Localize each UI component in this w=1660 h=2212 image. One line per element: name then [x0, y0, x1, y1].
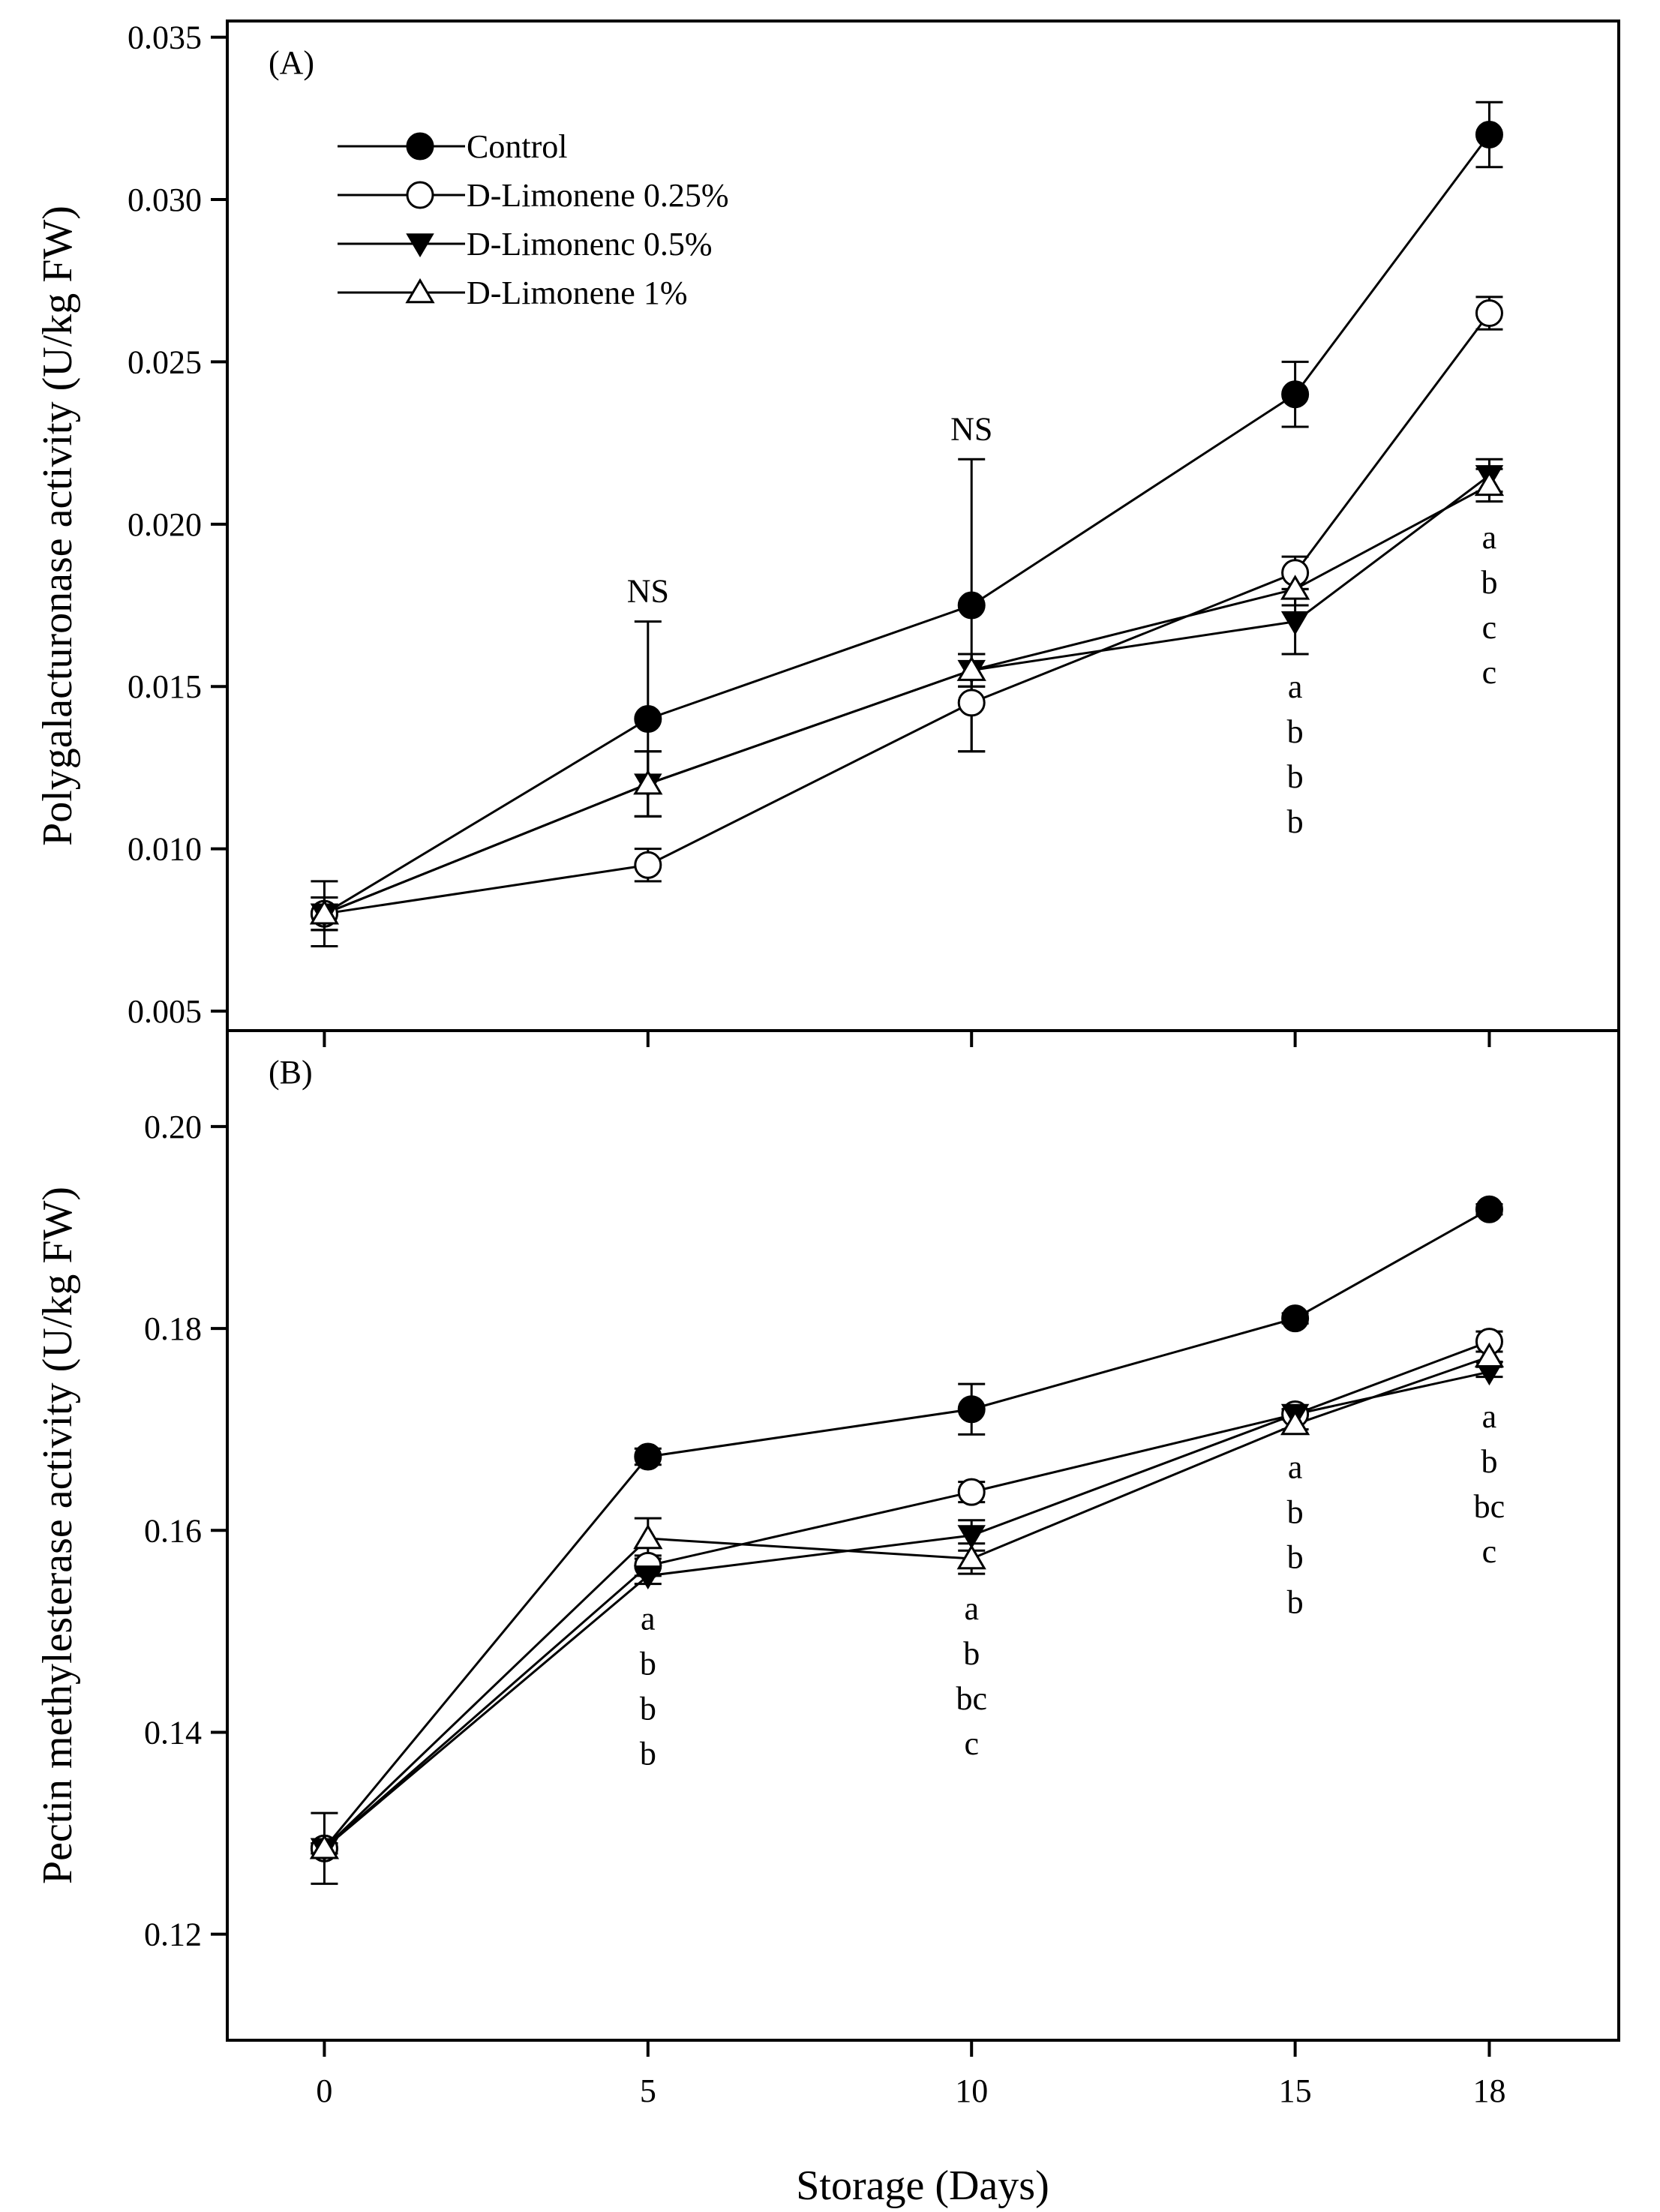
- panel-a-significance-label: a: [1482, 519, 1497, 556]
- panel-a-data-point: [634, 851, 662, 879]
- panel-b-significance-label: a: [964, 1590, 979, 1627]
- panel-a-data-point: [956, 656, 986, 681]
- panel-b-data-point: [634, 1565, 662, 1589]
- panel-b-y-tick-label: 0.12: [144, 1916, 202, 1953]
- panel-b-significance-label: c: [1482, 1533, 1497, 1570]
- panel-a-y-tick-label: 0.005: [128, 993, 202, 1030]
- panel-a-y-tick-label: 0.015: [128, 668, 202, 705]
- panel-a-significance-label: NS: [627, 573, 669, 610]
- legend-label: Control: [467, 128, 567, 165]
- panel-a-data-point: [1475, 299, 1503, 328]
- panel-b-x-tick-label: 15: [1279, 2072, 1312, 2109]
- panel-b-series-line-3: [323, 1355, 1490, 1850]
- panel-b-significance-label: a: [1288, 1448, 1303, 1485]
- panel-b-data-point: [634, 1442, 662, 1471]
- legend: Control D-Limonene 0.25% D-Limonenc 0.5% D-…: [338, 128, 728, 311]
- panel-a-data-point: [633, 769, 663, 795]
- panel-b-data-point: [957, 1478, 986, 1506]
- panel-a-data-point: [1281, 380, 1310, 409]
- panel-a-significance-label: b: [1287, 803, 1304, 840]
- panel-a-data-point: [634, 705, 662, 734]
- panel-a-y-tick-label: 0.035: [128, 20, 202, 56]
- panel-a-y-tick-label: 0.010: [128, 831, 202, 868]
- panel-a-y-tick-label: 0.030: [128, 182, 202, 218]
- error-bars-layer: [311, 101, 1503, 1885]
- panel-b-data-point: [956, 1544, 986, 1570]
- panel-b-significance-label: b: [1481, 1443, 1497, 1480]
- panel-a-significance-label: NS: [950, 410, 992, 447]
- panel-b-data-point: [1280, 1409, 1310, 1436]
- panel-a-y-axis-title: Polygalacturonase activity (U/kg FW): [35, 206, 81, 846]
- panel-a-significance-label: c: [1482, 609, 1497, 646]
- panel-b-significance-label: b: [640, 1735, 656, 1772]
- panel-a-data-point: [1474, 470, 1505, 497]
- panel-b-y-axis-title: Pectin methylesterase activity (U/kg FW): [35, 1187, 81, 1884]
- panel-a-data-point: [309, 899, 340, 925]
- panel-a-data-point: [1280, 611, 1310, 635]
- panel-b-significance-label: b: [963, 1635, 980, 1672]
- panel-b-series-line-2: [323, 1370, 1490, 1850]
- panel-b-y-tick-label: 0.20: [144, 1109, 202, 1145]
- legend-label: D-Limonene 0.25%: [467, 177, 728, 214]
- panel-b-data-point: [1474, 1342, 1505, 1368]
- x-axis-title: Storage (Days): [796, 2162, 1049, 2208]
- series-lines-layer: [323, 134, 1490, 1850]
- panel-a-data-point: [1280, 575, 1310, 600]
- panel-b-significance-label: a: [1482, 1398, 1497, 1435]
- legend-marker: [406, 233, 434, 258]
- panel-b-data-point: [309, 1834, 340, 1859]
- panel-a-significance-label: a: [1288, 668, 1303, 705]
- panel-b-significance-label: b: [1287, 1538, 1304, 1575]
- panel-b-x-tick-label: 18: [1472, 2072, 1505, 2109]
- panel-b-significance-label: b: [640, 1645, 656, 1682]
- panel-a-series-line-3: [323, 484, 1490, 915]
- panel-b-data-point: [1281, 1304, 1310, 1333]
- panel-a-frame: [226, 20, 1620, 1032]
- panel-b-significance-label: b: [1287, 1493, 1304, 1530]
- axes-layer: [211, 20, 1620, 2057]
- panel-a-y-tick-label: 0.020: [128, 506, 202, 543]
- legend-marker: [406, 132, 434, 161]
- panel-b-y-tick-label: 0.16: [144, 1512, 202, 1549]
- panel-b-significance-label: bc: [1474, 1488, 1505, 1525]
- panel-b-significance-label: a: [641, 1600, 656, 1637]
- panel-b-series-line-0: [323, 1208, 1490, 1850]
- panel-b-significance-label: c: [964, 1725, 979, 1762]
- legend-marker: [405, 278, 435, 304]
- panel-b-data-point: [1475, 1195, 1503, 1223]
- panel-a-significance-label: b: [1481, 564, 1497, 601]
- panel-b-significance-label: b: [1287, 1583, 1304, 1620]
- panel-a-y-tick-label: 0.025: [128, 344, 202, 380]
- markers-layer: [309, 120, 1505, 1862]
- panel-a-significance-label: b: [1287, 713, 1304, 750]
- panel-b-significance-label: bc: [956, 1680, 987, 1717]
- panel-a-data-point: [957, 591, 986, 620]
- panel-b-data-point: [633, 1523, 663, 1550]
- panel-a-data-point: [1475, 120, 1503, 149]
- panel-b-significance-label: b: [640, 1690, 656, 1727]
- panel-b-x-tick-label: 0: [316, 2072, 332, 2109]
- legend-label: D-Limonene 1%: [467, 275, 687, 311]
- panel-b-data-point: [957, 1525, 986, 1550]
- panel-a-data-point: [957, 689, 986, 717]
- panel-a-series-line-1: [324, 312, 1490, 915]
- panel-a-significance-label: c: [1482, 654, 1497, 691]
- panel-a-label: (A): [269, 44, 314, 81]
- legend-marker: [406, 181, 434, 209]
- text-layer: Storage (Days) 0.005 0.010 0.015 0.020 0.025…: [35, 20, 1505, 2209]
- panel-b-x-tick-label: 5: [640, 2072, 656, 2109]
- panel-b-x-tick-label: 10: [955, 2072, 988, 2109]
- panel-a-series-line-2: [323, 474, 1490, 915]
- panel-b-frame: [226, 1029, 1620, 2042]
- legend-label: D-Limonenc 0.5%: [467, 226, 712, 263]
- panel-b-y-tick-label: 0.18: [144, 1310, 202, 1347]
- panel-b-y-tick-label: 0.14: [144, 1714, 202, 1751]
- panel-b-label: (B): [269, 1054, 313, 1091]
- panel-a-significance-label: b: [1287, 758, 1304, 795]
- panel-b-data-point: [957, 1395, 986, 1424]
